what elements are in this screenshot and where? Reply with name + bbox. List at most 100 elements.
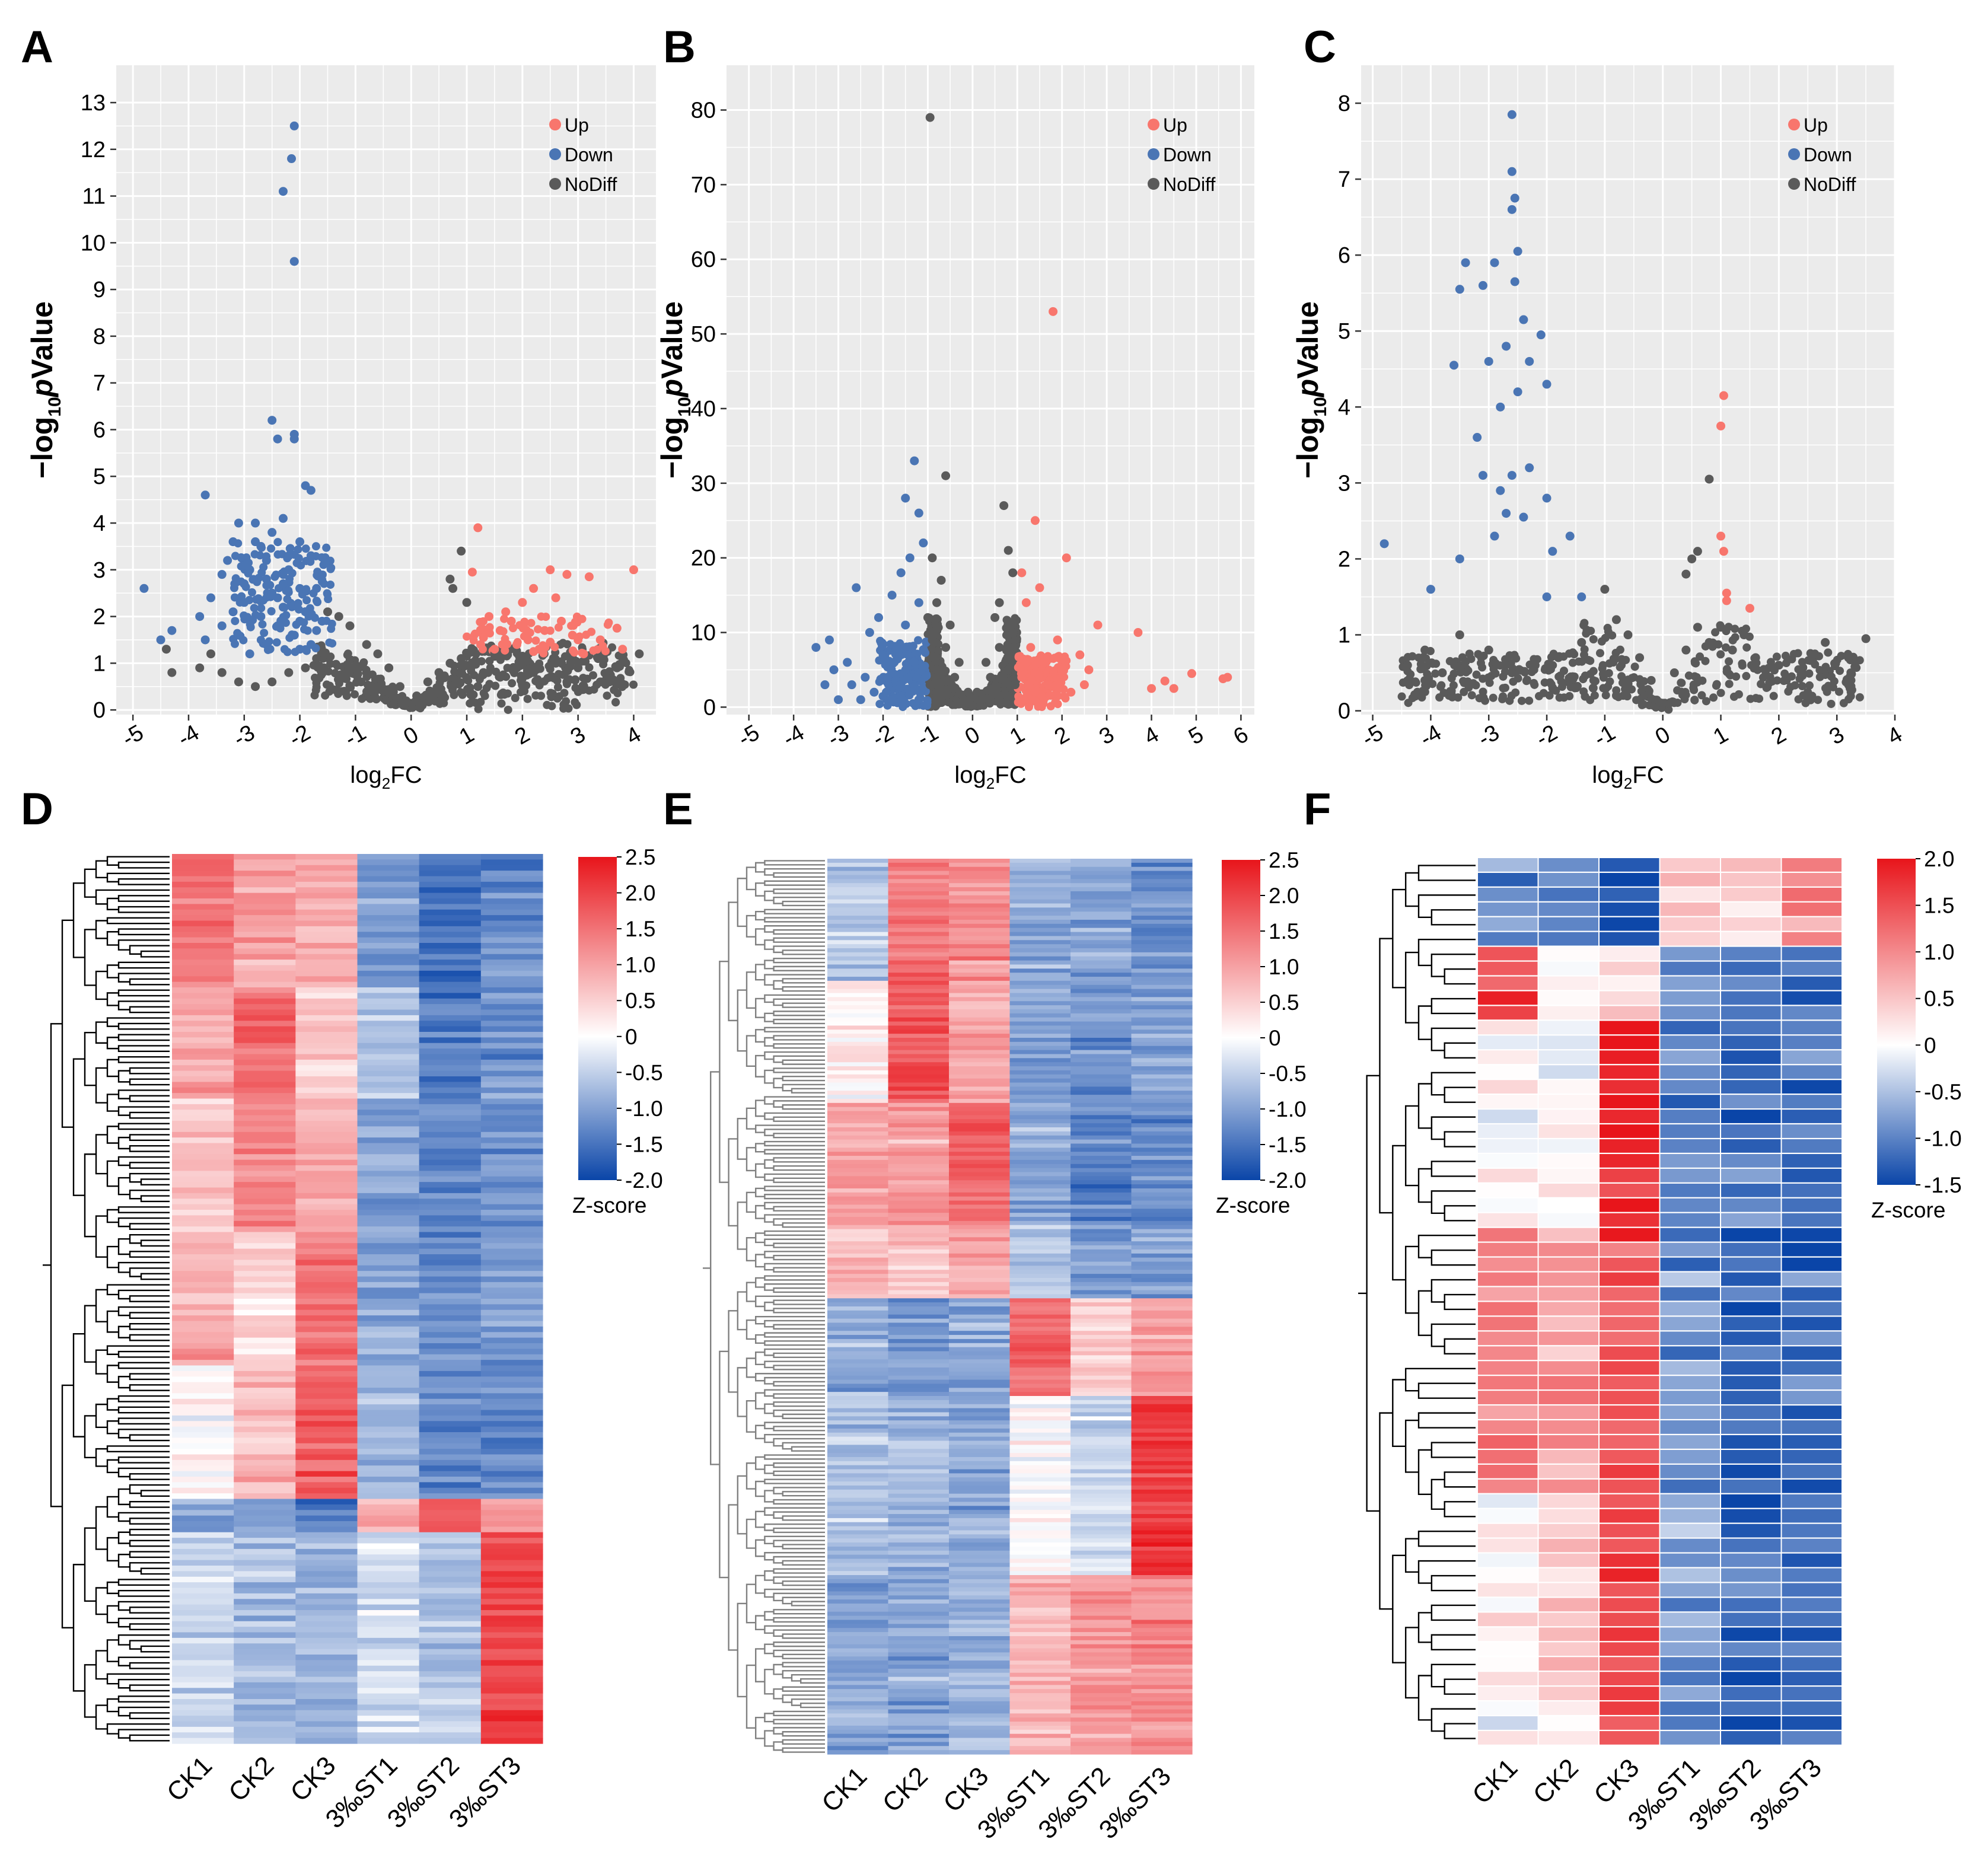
heatmap-cell — [949, 1392, 1011, 1397]
heatmap-cell — [480, 1515, 543, 1522]
heatmap-cell — [1071, 1322, 1132, 1327]
dendrogram-branch — [140, 1178, 170, 1186]
nodiff-point — [1722, 665, 1731, 674]
heatmap-cell — [1131, 1375, 1193, 1381]
heatmap-cell — [172, 893, 234, 899]
panel-letter-c: C — [1304, 22, 1336, 72]
down-point — [317, 616, 327, 626]
heatmap-cell — [949, 1034, 1011, 1038]
heatmap-cell — [295, 1376, 358, 1383]
heatmap-cell — [234, 987, 296, 993]
heatmap-cell — [1071, 1164, 1132, 1169]
heatmap-cell — [419, 1588, 482, 1594]
up-point — [1053, 691, 1062, 701]
heatmap-cell — [480, 1148, 543, 1155]
down-point — [228, 537, 238, 547]
heatmap-cell — [419, 1287, 482, 1294]
heatmap-cell — [1131, 862, 1193, 868]
heatmap-cell — [419, 1487, 482, 1494]
heatmap-cell — [888, 1318, 950, 1324]
heatmap-cell — [357, 1571, 420, 1577]
heatmap-cell — [234, 1126, 296, 1133]
heatmap-cell — [295, 1426, 358, 1433]
nodiff-point — [1491, 659, 1500, 668]
nodiff-point — [1467, 691, 1476, 700]
heatmap-cell — [480, 1615, 543, 1622]
nodiff-point — [345, 621, 355, 630]
heatmap-cell — [888, 989, 950, 994]
heatmap-cell — [827, 1156, 889, 1161]
heatmap-cell — [827, 1440, 889, 1445]
heatmap-cell — [234, 1131, 296, 1138]
heatmap-cell — [1009, 1367, 1071, 1372]
heatmap-cell — [949, 1404, 1011, 1409]
nodiff-point — [1774, 661, 1783, 670]
heatmap-cell — [480, 1315, 543, 1322]
heatmap-cell — [827, 1408, 889, 1413]
dendrogram-branch — [129, 1145, 170, 1152]
x-tick-label: 4 — [622, 722, 645, 750]
heatmap-cell — [234, 1226, 296, 1233]
nodiff-point — [941, 643, 951, 652]
heatmap-cell — [1071, 862, 1132, 868]
heatmap-cell — [888, 1298, 950, 1303]
heatmap-cell — [949, 911, 1011, 916]
heatmap-cell — [357, 1287, 420, 1294]
heatmap-cell — [1071, 1050, 1132, 1055]
down-point — [919, 645, 928, 654]
heatmap-cell — [357, 1154, 420, 1161]
heatmap-cell — [949, 1331, 1011, 1335]
heatmap-cell — [172, 1354, 234, 1360]
heatmap-cell — [949, 927, 1011, 933]
heatmap-cell — [888, 1436, 950, 1442]
x-tick-label: 3 — [566, 722, 590, 750]
heatmap-cell — [419, 1499, 482, 1505]
nodiff-point — [1499, 672, 1508, 681]
down-point — [250, 604, 259, 613]
heatmap-cell — [827, 1367, 889, 1372]
dendrogram-branch — [84, 1664, 96, 1718]
nodiff-point — [925, 680, 935, 690]
down-point — [1513, 387, 1522, 397]
heatmap-cell — [827, 1074, 889, 1079]
down-point — [302, 596, 311, 605]
heatmap-cell — [172, 920, 234, 927]
heatmap-cell — [480, 1521, 543, 1527]
heatmap-cell — [172, 1398, 234, 1405]
heatmap-cell — [357, 960, 420, 966]
nodiff-point — [511, 694, 520, 703]
heatmap-cell — [888, 1449, 950, 1454]
heatmap-cell — [888, 993, 950, 997]
column-label: CK2 — [223, 1751, 279, 1807]
heatmap-cell — [888, 916, 950, 920]
heatmap-cell — [172, 932, 234, 938]
down-point — [901, 665, 910, 674]
heatmap-cell — [1071, 1388, 1132, 1392]
dendrogram-branch — [95, 1506, 107, 1550]
down-point — [1507, 205, 1517, 214]
nodiff-point — [1823, 687, 1831, 696]
down-point — [286, 544, 295, 553]
heatmap-cell — [1131, 1217, 1193, 1222]
down-point — [892, 643, 901, 652]
heatmap-cell — [888, 1294, 950, 1299]
nodiff-point — [1403, 652, 1412, 661]
heatmap-cell — [888, 1322, 950, 1327]
heatmap-cell — [1071, 927, 1132, 933]
heatmap-cell — [1131, 1127, 1193, 1132]
heatmap-cell — [827, 1107, 889, 1112]
heatmap-cell — [295, 1137, 358, 1144]
heatmap-cell — [888, 1404, 950, 1409]
heatmap-cell — [172, 1115, 234, 1121]
x-tick-label: 2 — [1050, 722, 1073, 750]
heatmap-cell — [172, 1493, 234, 1500]
up-point — [1017, 672, 1027, 682]
heatmap-cell — [1071, 1058, 1132, 1063]
heatmap-cell — [1009, 993, 1071, 997]
dendrogram-branch — [117, 1395, 170, 1403]
heatmap-cell — [172, 1199, 234, 1205]
heatmap-cell — [949, 1029, 1011, 1034]
x-tick-label: 0 — [961, 722, 984, 750]
y-tick-label: 30 — [691, 471, 716, 496]
